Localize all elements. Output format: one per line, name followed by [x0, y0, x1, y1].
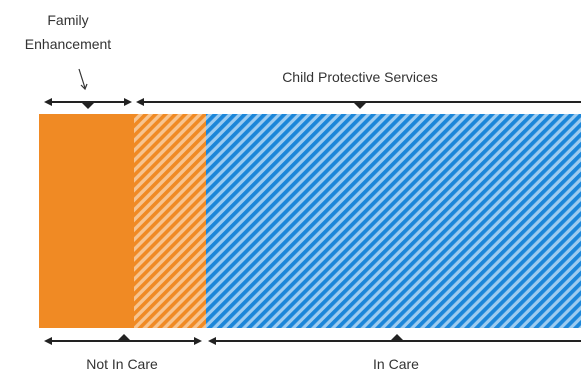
not-in-care-hatched-segment [134, 114, 206, 328]
not-in-care-label: Not In Care [86, 356, 158, 372]
in-care-segment [206, 114, 581, 328]
top-bracket-child-protective-services [136, 98, 581, 109]
child-protective-services-label: Child Protective Services [282, 69, 438, 85]
bottom-bracket-not-in-care [44, 334, 202, 345]
top-bracket-family-enhancement [44, 98, 132, 109]
family-enhancement-label-line1: Family [47, 12, 88, 28]
family-enhancement-segment [39, 114, 134, 328]
in-care-label: In Care [373, 356, 419, 372]
pointer-arrow-icon [78, 68, 88, 91]
bottom-bracket-in-care [208, 334, 581, 345]
family-enhancement-label-line2: Enhancement [25, 36, 112, 52]
